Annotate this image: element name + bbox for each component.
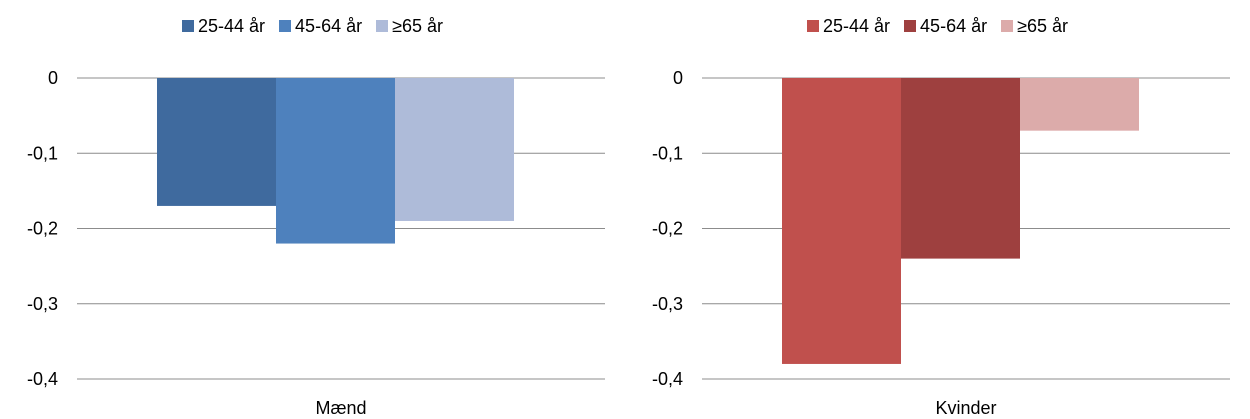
chart-maend: 25-44 år 45-64 år ≥65 år 0 -0,1 -0,2 -0,3 -0… [0,14,625,418]
legend: 25-44 år 45-64 år ≥65 år [0,14,625,38]
bar-3 [395,78,514,221]
legend-swatch [1001,20,1014,32]
bar-3 [1020,78,1139,131]
legend-label: ≥65 år [392,15,443,36]
chart-kvinder: 25-44 år 45-64 år ≥65 år 0 -0,1 -0,2 -0,3 -0… [625,0,1250,419]
legend-swatch [182,20,194,32]
legend-label: 25-44 år [823,15,891,36]
legend-item-45-64: 45-64 år [279,16,362,37]
legend-swatch [279,20,292,32]
y-tick-label: -0,2 [27,219,58,239]
x-category-label: Mænd [315,398,366,418]
y-tick-label: -0,1 [27,143,58,163]
y-tick-label: 0 [673,68,683,88]
legend-item-65-plus: ≥65 år [1001,16,1068,37]
legend-item-25-44: 25-44 år [182,16,265,37]
legend-item-65-plus: ≥65 år [376,16,443,37]
x-category-label: Kvinder [935,398,996,418]
bar-2 [276,78,395,244]
legend-label: ≥65 år [1017,15,1068,36]
legend-label: 45-64 år [295,15,363,36]
bar-1 [782,78,901,364]
plot-area: 0 -0,1 -0,2 -0,3 -0,4 Mænd [27,68,605,418]
legend-swatch [807,20,819,32]
legend-label: 25-44 år [198,15,266,36]
legend-item-25-44: 25-44 år [807,16,890,37]
bar-2 [901,78,1020,259]
legend: 25-44 år 45-64 år ≥65 år [625,14,1250,38]
y-tick-label: -0,2 [652,219,683,239]
bar-1 [157,78,276,206]
legend-item-45-64: 45-64 år [904,16,987,37]
legend-swatch [904,20,917,32]
y-tick-label: -0,3 [652,294,683,314]
legend-label: 45-64 år [920,15,988,36]
y-tick-label: 0 [48,68,58,88]
y-tick-label: -0,4 [652,369,683,389]
plot-area: 0 -0,1 -0,2 -0,3 -0,4 Kvinder [652,68,1230,418]
y-tick-label: -0,1 [652,143,683,163]
legend-swatch [376,20,389,32]
y-tick-label: -0,3 [27,294,58,314]
y-tick-label: -0,4 [27,369,58,389]
